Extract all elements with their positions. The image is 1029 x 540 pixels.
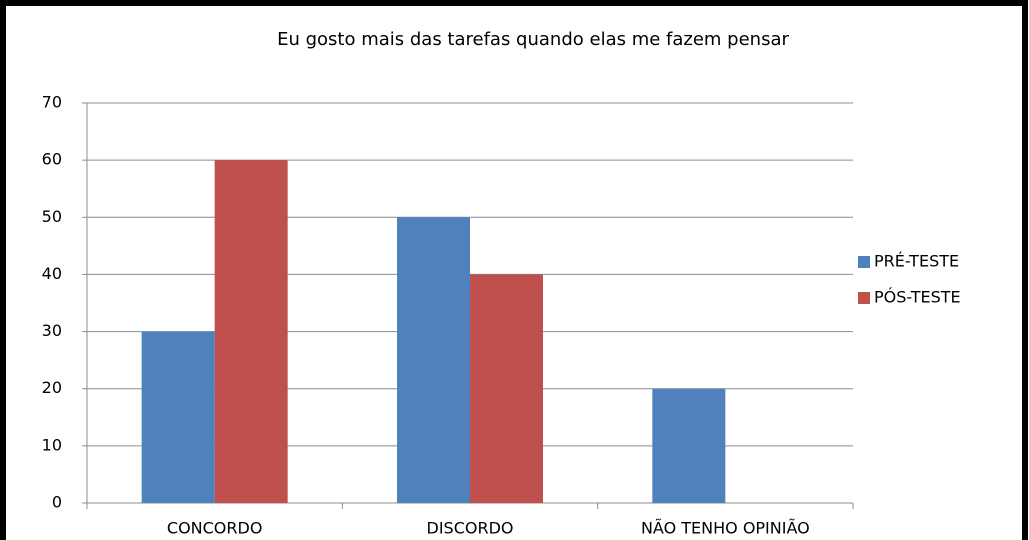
legend-label: PÓS-TESTE: [874, 288, 961, 307]
bar: [470, 274, 543, 503]
y-tick-label: 10: [42, 435, 62, 454]
y-tick-label: 30: [42, 321, 62, 340]
legend-swatch: [858, 292, 870, 304]
bar: [652, 388, 726, 503]
bar: [214, 160, 288, 503]
legend-swatch: [858, 256, 870, 268]
x-tick-label: NÃO TENHO OPINIÃO: [641, 519, 810, 538]
y-tick-label: 40: [42, 264, 62, 283]
y-tick-label: 0: [52, 493, 62, 512]
bar: [397, 217, 470, 504]
x-tick-label: CONCORDO: [167, 519, 263, 538]
legend-label: PRÉ-TESTE: [874, 252, 959, 271]
y-tick-label: 60: [42, 150, 62, 169]
y-tick-label: 70: [42, 93, 62, 112]
y-tick-label: 50: [42, 207, 62, 226]
chart-title: Eu gosto mais das tarefas quando elas me…: [277, 29, 789, 50]
x-tick-label: DISCORDO: [427, 519, 514, 538]
y-tick-label: 20: [42, 378, 62, 397]
bar: [141, 331, 215, 503]
